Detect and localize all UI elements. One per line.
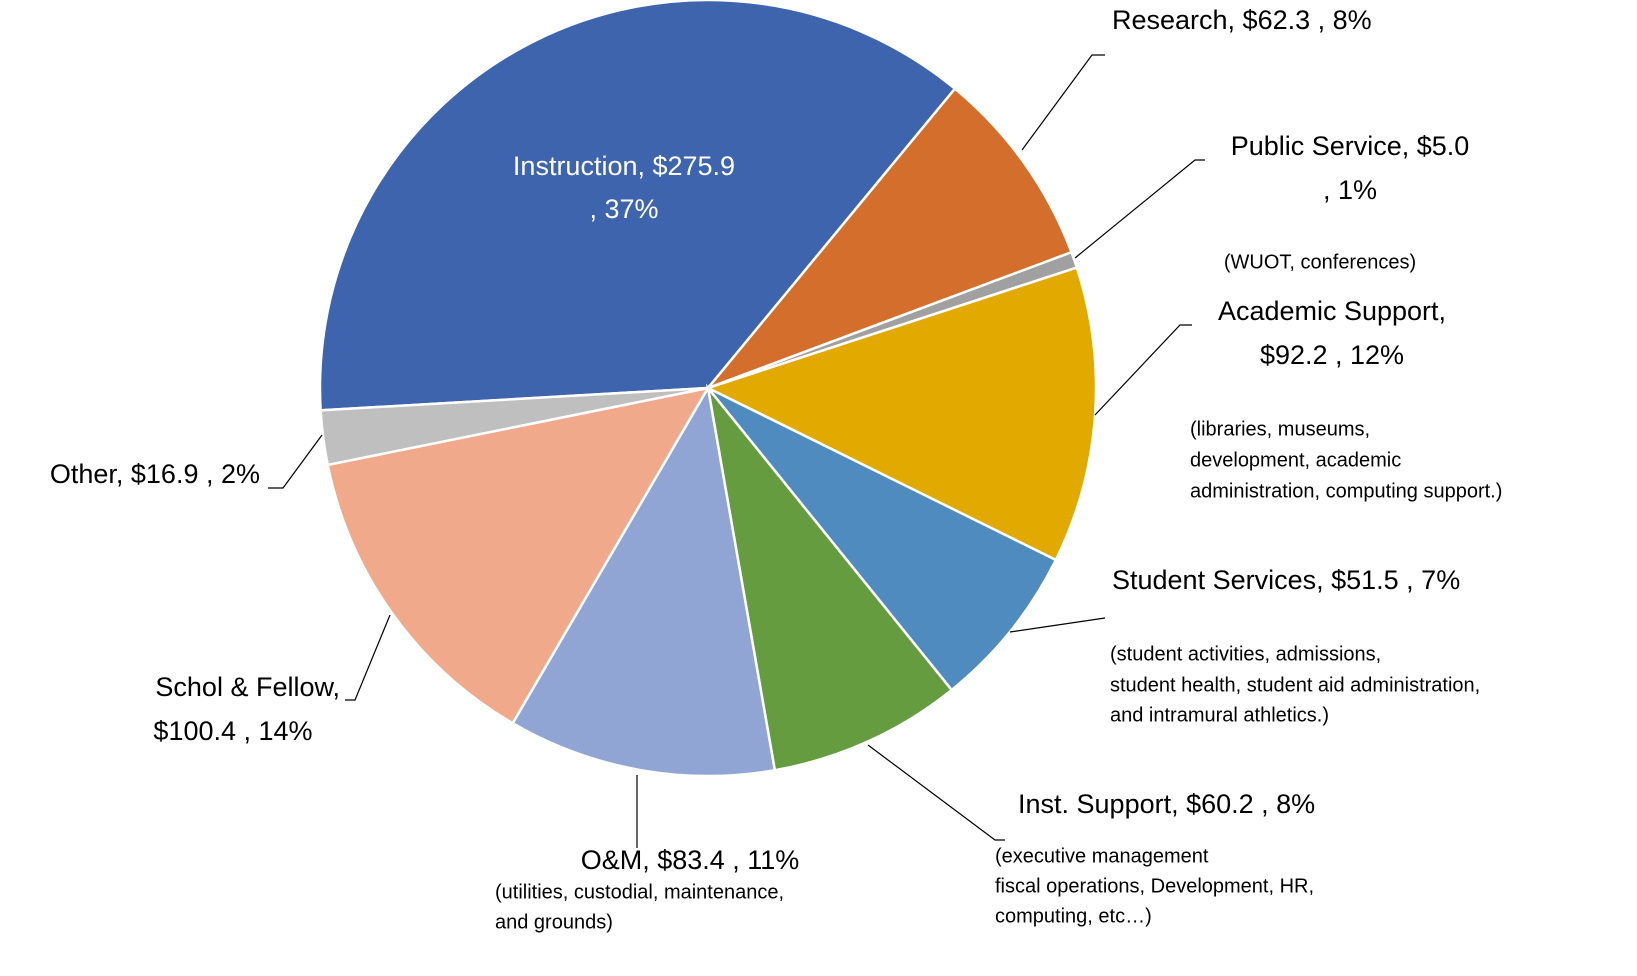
slice-note: (student activities, admissions, xyxy=(1110,643,1381,665)
slice-note: computing, etc…) xyxy=(995,905,1152,927)
pie-slice xyxy=(704,266,1098,562)
slice-label: $100.4 , 14% xyxy=(153,716,312,746)
slice-label: Student Services, $51.5 , 7% xyxy=(1112,565,1460,595)
leader-line xyxy=(1009,617,1106,633)
slice-label: $92.2 , 12% xyxy=(1260,340,1404,370)
slice-label: O&M, $83.4 , 11% xyxy=(581,845,800,875)
slice-note: administration, computing support.) xyxy=(1190,480,1502,502)
slice-note: (utilities, custodial, maintenance, xyxy=(495,881,784,903)
leader-line xyxy=(345,614,391,701)
slice-note: (libraries, museums, xyxy=(1190,418,1370,440)
pie-slice xyxy=(318,0,957,412)
pie-slice xyxy=(704,86,1074,391)
slice-label: , 1% xyxy=(1323,175,1377,205)
slice-label: Public Service, $5.0 xyxy=(1231,131,1470,161)
leader-line xyxy=(268,434,323,489)
slice-label: Research, $62.3 , 8% xyxy=(1112,5,1372,35)
slice-label: Other, $16.9 , 2% xyxy=(50,459,260,489)
leader-line xyxy=(1021,54,1105,151)
slice-note: student health, student aid administrati… xyxy=(1110,674,1480,696)
slice-note: development, academic xyxy=(1190,449,1401,471)
slice-label: Schol & Fellow, xyxy=(155,672,340,702)
slice-note: (WUOT, conferences) xyxy=(1224,251,1416,273)
pie-slice xyxy=(510,384,777,778)
slice-label: Academic Support, xyxy=(1218,296,1446,326)
pie-slice xyxy=(319,386,709,467)
leader-line xyxy=(1094,324,1192,416)
slice-label: , 37% xyxy=(589,194,658,224)
leader-line xyxy=(867,744,1005,841)
pie-slice xyxy=(326,386,711,725)
slice-label: Inst. Support, $60.2 , 8% xyxy=(1018,789,1315,819)
pie-slice xyxy=(707,386,1058,692)
slice-note: fiscal operations, Development, HR, xyxy=(995,875,1314,897)
slice-note: (executive management xyxy=(995,845,1209,867)
pie-slice xyxy=(705,383,954,772)
slice-note: and grounds) xyxy=(495,911,613,933)
slice-label: Instruction, $275.9 xyxy=(513,151,735,181)
slice-note: and intramural athletics.) xyxy=(1110,704,1329,726)
leader-line xyxy=(1074,159,1205,259)
